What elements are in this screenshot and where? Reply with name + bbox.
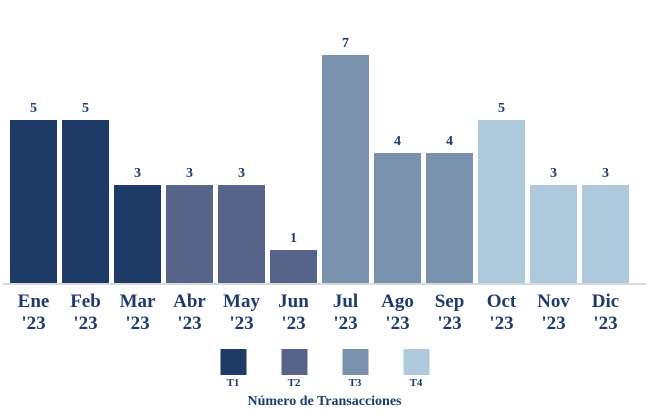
bar-value-label: 4 [446, 134, 453, 149]
legend-swatch-t3 [342, 349, 368, 375]
x-tick-month: Sep [434, 291, 465, 312]
x-tick-year: '23 [73, 313, 98, 334]
x-tick-sep: Sep '23 [426, 291, 473, 335]
x-tick-jun: Jun '23 [270, 291, 317, 335]
x-tick-month: Ago [381, 291, 414, 312]
legend-label-t2: T2 [287, 377, 301, 389]
x-tick-dic: Dic '23 [582, 291, 629, 335]
bar-value-label: 5 [498, 101, 505, 116]
bar-may [218, 185, 265, 283]
x-tick-month: Ene [17, 291, 50, 312]
bar-group-may: 3 [218, 166, 265, 283]
x-tick-month: May [223, 291, 260, 312]
bar-value-label: 5 [30, 101, 37, 116]
legend-item-t2: T2 [281, 349, 307, 389]
x-tick-month: Jul [332, 291, 359, 312]
bar-group-feb: 5 [62, 101, 109, 283]
x-tick-month: Jun [278, 291, 309, 312]
bar-group-mar: 3 [114, 166, 161, 283]
x-tick-oct: Oct '23 [478, 291, 525, 335]
x-tick-year: '23 [21, 313, 46, 334]
bar-group-ene: 5 [10, 101, 57, 283]
bar-feb [62, 120, 109, 283]
x-tick-mar: Mar '23 [114, 291, 161, 335]
plot-area: 5 5 3 3 3 1 7 4 4 5 3 3 [10, 0, 639, 283]
x-tick-jul: Jul '23 [322, 291, 369, 335]
bar-group-oct: 5 [478, 101, 525, 283]
legend-swatch-t4 [403, 349, 429, 375]
bar-group-jun: 1 [270, 231, 317, 283]
legend-label-t1: T1 [226, 377, 240, 389]
bar-ene [10, 120, 57, 283]
legend-swatch-t2 [281, 349, 307, 375]
x-tick-month: Mar [119, 291, 156, 312]
x-tick-abr: Abr '23 [166, 291, 213, 335]
x-tick-year: '23 [229, 313, 254, 334]
bar-group-ago: 4 [374, 134, 421, 283]
bar-group-jul: 7 [322, 36, 369, 283]
x-tick-feb: Feb '23 [62, 291, 109, 335]
x-tick-year: '23 [333, 313, 358, 334]
bar-value-label: 4 [394, 134, 401, 149]
bar-value-label: 3 [550, 166, 557, 181]
legend-item-t4: T4 [403, 349, 429, 389]
legend-item-t3: T3 [342, 349, 368, 389]
bar-value-label: 3 [134, 166, 141, 181]
legend-label-t3: T3 [348, 377, 362, 389]
chart-caption: Número de Transacciones [247, 394, 402, 409]
bar-value-label: 3 [186, 166, 193, 181]
x-tick-year: '23 [177, 313, 202, 334]
x-tick-ago: Ago '23 [374, 291, 421, 335]
x-tick-year: '23 [125, 313, 150, 334]
bar-value-label: 1 [290, 231, 297, 246]
bar-value-label: 5 [82, 101, 89, 116]
x-tick-year: '23 [541, 313, 566, 334]
bar-group-abr: 3 [166, 166, 213, 283]
x-axis-baseline [3, 283, 646, 285]
x-tick-may: May '23 [218, 291, 265, 335]
bar-value-label: 3 [602, 166, 609, 181]
bar-mar [114, 185, 161, 283]
bar-nov [530, 185, 577, 283]
legend-swatch-t1 [220, 349, 246, 375]
bar-value-label: 3 [238, 166, 245, 181]
x-axis-labels: Ene '23 Feb '23 Mar '23 Abr '23 May '23 Jun '23 Jul '… [10, 291, 639, 339]
legend-item-t1: T1 [220, 349, 246, 389]
x-tick-year: '23 [437, 313, 462, 334]
x-tick-month: Nov [537, 291, 570, 312]
legend: T1 T2 T3 T4 [220, 349, 429, 389]
bar-value-label: 7 [342, 36, 349, 51]
x-tick-month: Feb [70, 291, 101, 312]
bar-dic [582, 185, 629, 283]
x-tick-ene: Ene '23 [10, 291, 57, 335]
x-tick-year: '23 [385, 313, 410, 334]
bar-sep [426, 153, 473, 283]
bar-group-dic: 3 [582, 166, 629, 283]
bar-oct [478, 120, 525, 283]
x-tick-month: Abr [173, 291, 206, 312]
bar-group-nov: 3 [530, 166, 577, 283]
bar-abr [166, 185, 213, 283]
bar-jun [270, 250, 317, 283]
x-tick-year: '23 [489, 313, 514, 334]
legend-label-t4: T4 [409, 377, 423, 389]
x-tick-year: '23 [593, 313, 618, 334]
x-tick-year: '23 [281, 313, 306, 334]
bar-jul [322, 55, 369, 283]
x-tick-nov: Nov '23 [530, 291, 577, 335]
x-tick-month: Oct [486, 291, 517, 312]
bar-group-sep: 4 [426, 134, 473, 283]
x-tick-month: Dic [591, 291, 620, 312]
bar-ago [374, 153, 421, 283]
